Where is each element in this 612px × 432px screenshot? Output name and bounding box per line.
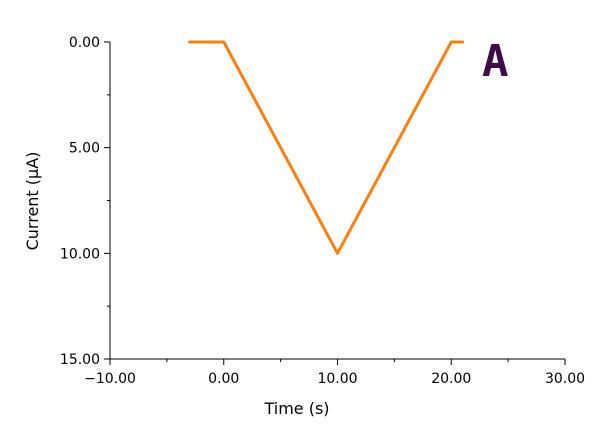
x-tick-label: 30.00 bbox=[545, 371, 585, 387]
y-tick-label: 5.00 bbox=[69, 141, 100, 157]
x-tick-label: 0.00 bbox=[208, 371, 239, 387]
y-tick-label: 0.00 bbox=[69, 35, 100, 51]
y-axis-title: Current (μA) bbox=[23, 152, 42, 251]
x-tick-label: 10.00 bbox=[317, 371, 357, 387]
series-line bbox=[188, 40, 465, 255]
y-tick-label: 15.00 bbox=[60, 352, 100, 368]
axes: 0.00 5.00 10.00 15.00 −10.00 0.00 10.00 20.00 30… bbox=[60, 35, 585, 387]
series-line-shadow bbox=[189, 41, 463, 254]
plot-area bbox=[188, 40, 465, 255]
x-axis-title: Time (s) bbox=[263, 399, 329, 418]
panel-label: A bbox=[482, 36, 509, 87]
x-tick-label: 20.00 bbox=[431, 371, 471, 387]
y-tick-label: 10.00 bbox=[60, 246, 100, 262]
x-tick-label: −10.00 bbox=[84, 371, 136, 387]
